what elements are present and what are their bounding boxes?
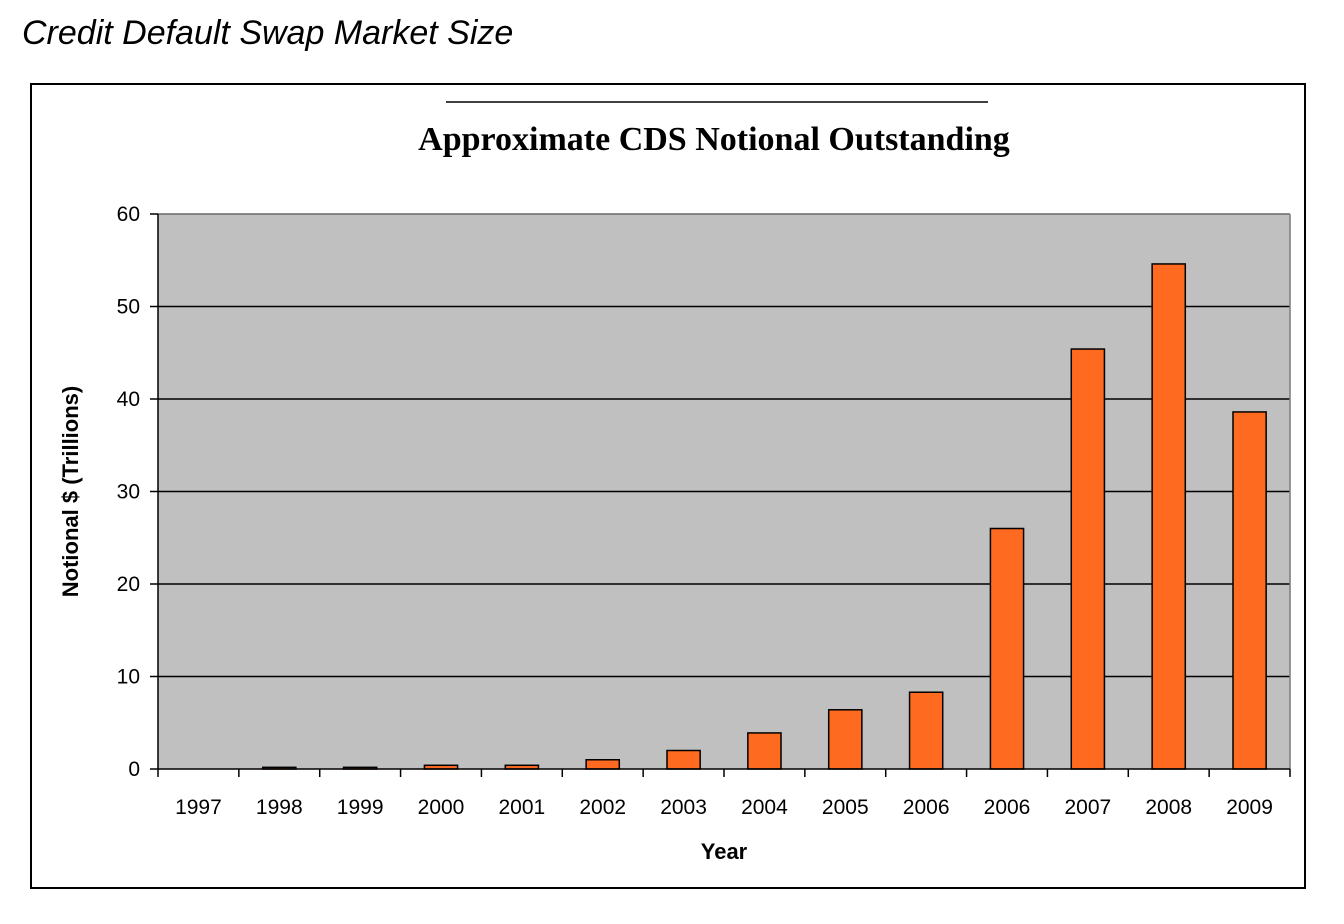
x-tick-label: 2006: [903, 796, 950, 819]
x-tick-label: 2008: [1145, 796, 1192, 819]
x-tick-label: 2007: [1064, 796, 1111, 819]
y-tick-label: 40: [117, 388, 140, 411]
bar: [666, 749, 701, 770]
chart: Approximate CDS Notional Outstanding 0 10…: [58, 101, 1291, 864]
axes: [150, 213, 1291, 777]
x-tick-label: 2001: [498, 796, 545, 819]
bar: [827, 709, 863, 770]
y-tick-labels: 0 10 20 30 40 50 60: [117, 203, 140, 781]
x-tick-label: 1997: [175, 796, 222, 819]
bar: [1232, 411, 1267, 770]
y-tick-label: 0: [128, 758, 140, 781]
x-tick-label: 1999: [337, 796, 384, 819]
x-tick-label: 1998: [256, 796, 303, 819]
x-axis-title: Year: [701, 839, 748, 864]
x-tick-label: 2005: [822, 796, 869, 819]
y-tick-label: 60: [117, 203, 140, 226]
bars: [261, 263, 1267, 770]
x-tick-label: 2000: [418, 796, 465, 819]
x-tick-label: 2009: [1226, 796, 1273, 819]
page-title: Credit Default Swap Market Size: [22, 14, 514, 52]
x-tick-labels: 1997 1998 1999 2000 2001 2002 2003 2004 2005 2006…: [175, 796, 1273, 819]
x-tick-label: 2006: [984, 796, 1031, 819]
bar: [989, 527, 1025, 770]
bar: [747, 732, 782, 770]
y-tick-label: 30: [117, 481, 140, 504]
bar: [585, 759, 621, 770]
x-tick-label: 2003: [660, 796, 707, 819]
chart-title: Approximate CDS Notional Outstanding: [418, 121, 1010, 158]
bar: [1070, 348, 1106, 770]
x-tick-label: 2002: [579, 796, 626, 819]
bar: [908, 691, 944, 770]
y-tick-label: 20: [117, 573, 140, 596]
x-tick-label: 2004: [741, 796, 788, 819]
y-axis-title: Notional $ (Trillions): [58, 386, 83, 597]
y-tick-label: 10: [117, 666, 140, 689]
y-tick-label: 50: [117, 296, 140, 319]
bar: [1151, 263, 1187, 770]
chart-frame: Approximate CDS Notional Outstanding 0 10…: [30, 83, 1306, 889]
